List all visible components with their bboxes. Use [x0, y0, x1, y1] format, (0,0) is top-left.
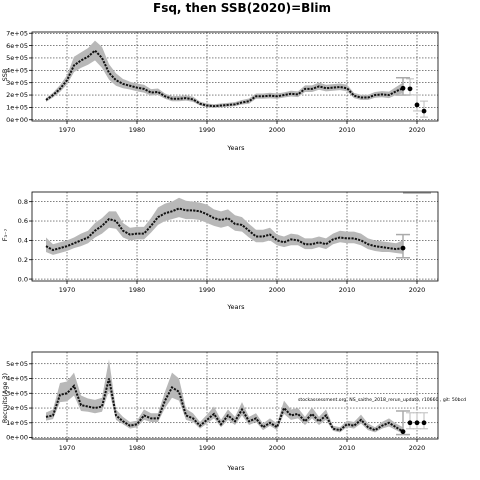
stockassessment-annotation: stockassessment.org, NS_saithe_2018_reru… [298, 397, 466, 403]
f-panel: F₃₋₇ Years 1970 1980 1990 2000 2010 2020 0.0 0.… [1, 191, 439, 311]
ssb-x-tick-label: 1970 [59, 126, 76, 134]
ssb-projection-point [400, 85, 406, 91]
f-x-tick-label: 2010 [339, 286, 356, 294]
recruits-y-tick-label: 1e+05 [6, 419, 28, 427]
recruits-x-tick-label: 1980 [129, 444, 146, 452]
ssb-y-tick-label: 5e+05 [6, 54, 28, 62]
recruits-estimate-line [45, 378, 404, 433]
ssb-axes-frame [31, 31, 439, 122]
ssb-panel: SSB Years 1970 1980 1990 2000 2010 2020 0e+00 1… [1, 29, 439, 152]
ssb-y-axis-label: SSB [1, 69, 9, 82]
f-y-axis-label: F₃₋₇ [1, 228, 9, 241]
recruits-projection-point [414, 420, 420, 426]
f-x-tick-label: 1980 [129, 286, 146, 294]
ssb-x-tick-label: 2010 [339, 126, 356, 134]
recruits-confidence-band [46, 359, 403, 434]
f-y-tick-label: 0.2 [18, 256, 28, 264]
ssb-x-tick-label: 2020 [409, 126, 426, 134]
f-x-axis-label: Years [226, 303, 245, 311]
recruits-panel: Recruits(Age 3) Years stockassessment.or… [1, 351, 466, 472]
recruits-x-tick-label: 1970 [59, 444, 76, 452]
recruits-x-tick-label: 2020 [409, 444, 426, 452]
recruits-x-tick-label: 1990 [199, 444, 216, 452]
f-x-tick-label: 1990 [199, 286, 216, 294]
ssb-confidence-band [46, 40, 403, 108]
ssb-y-tick-label: 1e+05 [6, 104, 28, 112]
recruits-y-tick-label: 5e+05 [6, 360, 28, 368]
ssb-y-tick-label: 6e+05 [6, 42, 28, 50]
ssb-projection-point [421, 108, 427, 114]
recruits-y-tick-label: 2e+05 [6, 404, 28, 412]
recruits-y-tick-label: 0e+00 [6, 434, 28, 442]
f-y-tick-label: 0.8 [18, 198, 28, 206]
recruits-axes-frame [31, 351, 439, 440]
figure-title: Fsq, then SSB(2020)=Blim [153, 1, 331, 15]
ssb-x-tick-label: 1980 [129, 126, 146, 134]
f-y-tick-label: 0.4 [18, 237, 28, 245]
f-x-tick-label: 2000 [269, 286, 286, 294]
ssb-projection-point [414, 102, 420, 108]
recruits-y-tick-label: 3e+05 [6, 389, 28, 397]
f-estimate-line [45, 207, 404, 252]
f-x-tick-label: 1970 [59, 286, 76, 294]
recruits-y-tick-label: 4e+05 [6, 375, 28, 383]
f-axes-frame [31, 191, 439, 282]
ssb-projection-point [407, 86, 413, 92]
ssb-y-tick-label: 4e+05 [6, 67, 28, 75]
f-x-tick-label: 2020 [409, 286, 426, 294]
recruits-projection-point [407, 420, 413, 426]
recruits-x-tick-label: 2010 [339, 444, 356, 452]
ssb-y-tick-label: 0e+00 [6, 116, 28, 124]
ssb-y-tick-label: 7e+05 [6, 29, 28, 37]
ssb-estimate-line [45, 49, 404, 108]
f-y-tick-label: 0.6 [18, 217, 28, 225]
f-y-tick-label: 0.0 [18, 275, 28, 283]
ssb-x-tick-label: 1990 [199, 126, 216, 134]
ssb-y-tick-label: 2e+05 [6, 91, 28, 99]
ssb-y-tick-label: 3e+05 [6, 79, 28, 87]
f-projection-point [400, 245, 406, 251]
recruits-x-axis-label: Years [226, 464, 245, 472]
ssb-x-axis-label: Years [226, 144, 245, 152]
recruits-x-tick-label: 2000 [269, 444, 286, 452]
recruits-y-axis-label: Recruits(Age 3) [1, 373, 9, 423]
f-confidence-band [46, 197, 403, 255]
recruits-projection-point [400, 429, 406, 435]
ssb-x-tick-label: 2000 [269, 126, 286, 134]
recruits-projection-point [421, 420, 427, 426]
